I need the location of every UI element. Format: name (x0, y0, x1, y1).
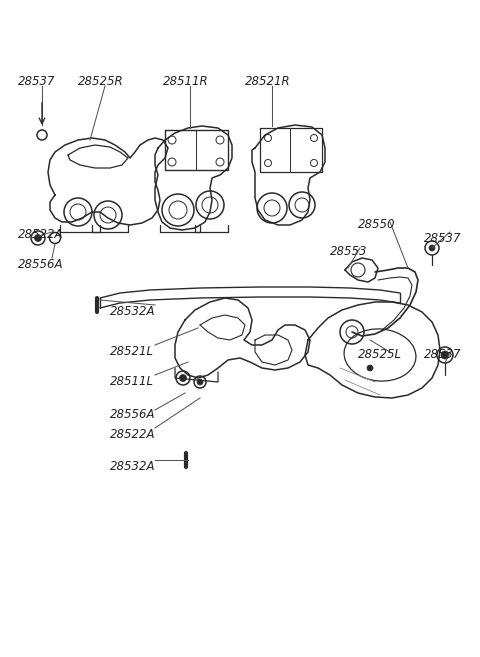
Text: 28537: 28537 (18, 75, 56, 88)
Text: 28521R: 28521R (245, 75, 290, 88)
Text: 28537: 28537 (424, 348, 461, 361)
Text: 28550: 28550 (358, 218, 396, 231)
Circle shape (180, 374, 187, 382)
Text: 28537: 28537 (424, 232, 461, 245)
Text: 28511R: 28511R (163, 75, 209, 88)
Text: 28525L: 28525L (358, 348, 402, 361)
Text: 28521L: 28521L (110, 345, 154, 358)
Text: 28522A: 28522A (110, 428, 156, 441)
Text: 28556A: 28556A (18, 258, 63, 271)
Text: 28511L: 28511L (110, 375, 154, 388)
Text: 28525R: 28525R (78, 75, 124, 88)
Text: 28556A: 28556A (110, 408, 156, 421)
Circle shape (367, 365, 373, 371)
Text: 28532A: 28532A (110, 305, 156, 318)
Text: 28553: 28553 (330, 245, 368, 258)
Circle shape (429, 245, 435, 251)
Text: 28532A: 28532A (110, 460, 156, 473)
Circle shape (197, 379, 203, 385)
Circle shape (441, 351, 449, 359)
Text: 28522A: 28522A (18, 228, 63, 241)
Circle shape (35, 235, 41, 242)
